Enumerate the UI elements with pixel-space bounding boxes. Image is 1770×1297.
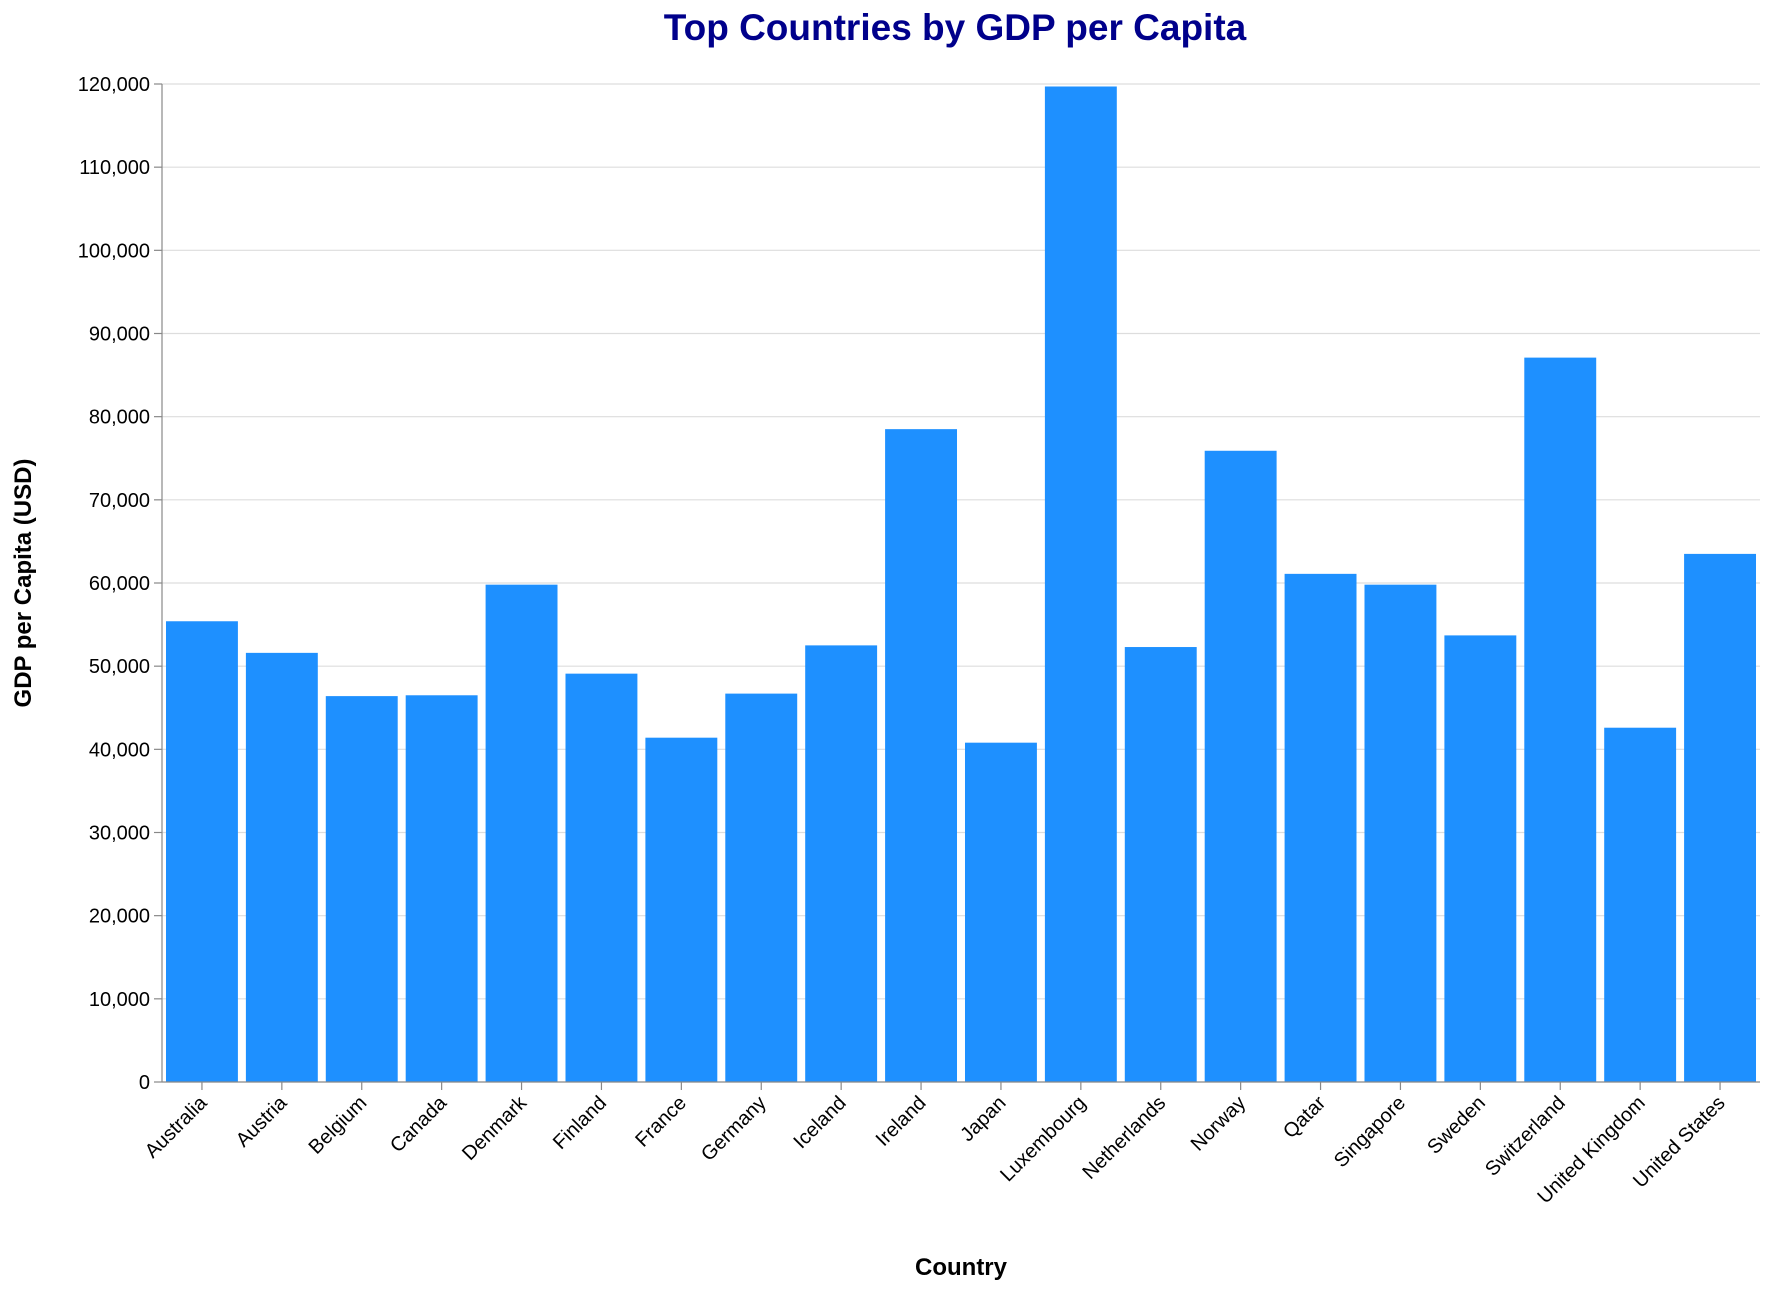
bar-norway (1204, 450, 1277, 1082)
y-tick-label: 50,000 (89, 656, 150, 678)
y-tick-label: 10,000 (89, 989, 150, 1011)
x-tick-label: Singapore (1330, 1092, 1410, 1172)
bar-japan (964, 742, 1037, 1082)
y-tick-label: 30,000 (89, 823, 150, 845)
bar-france (645, 737, 718, 1082)
bar-austria (245, 652, 318, 1082)
y-tick-label: 90,000 (89, 324, 150, 346)
x-tick-label: Denmark (458, 1091, 532, 1165)
bar-australia (165, 621, 238, 1082)
y-tick-label: 110,000 (79, 157, 150, 179)
gridlines (162, 83, 1760, 1000)
bar-singapore (1364, 584, 1437, 1082)
x-tick-label: Belgium (305, 1092, 372, 1159)
x-tick-label: Qatar (1279, 1092, 1330, 1143)
bar-germany (725, 693, 798, 1082)
y-tick-label: 100,000 (78, 240, 150, 262)
x-tick-label: Germany (697, 1092, 771, 1166)
x-tick-label: Switzerland (1481, 1092, 1570, 1181)
x-tick-label: Luxembourg (996, 1092, 1090, 1186)
y-tick-label: 60,000 (89, 573, 150, 595)
y-tick-label: 40,000 (89, 739, 150, 761)
bar-sweden (1444, 635, 1517, 1082)
x-tick-label: Iceland (790, 1092, 851, 1153)
x-tick-label: Norway (1187, 1092, 1250, 1155)
x-tick-label: Canada (386, 1091, 452, 1157)
bar-qatar (1284, 573, 1357, 1082)
x-axis-title: Country (915, 1254, 1008, 1281)
y-tick-label: 20,000 (89, 906, 150, 928)
x-tick-label: Ireland (872, 1092, 931, 1151)
y-tick-label: 80,000 (89, 407, 150, 429)
y-tick-label: 120,000 (78, 74, 150, 96)
bar-netherlands (1124, 647, 1197, 1082)
x-tick-label: Japan (956, 1092, 1010, 1146)
bar-luxembourg (1044, 86, 1117, 1083)
bar-switzerland (1524, 357, 1597, 1082)
x-tick-label: Netherlands (1078, 1092, 1170, 1184)
bar-united-kingdom (1604, 727, 1677, 1082)
bar-ireland (885, 429, 958, 1082)
y-tick-label: 70,000 (89, 490, 150, 512)
x-tick-label: Australia (141, 1091, 212, 1162)
x-tick-label: Finland (549, 1092, 611, 1154)
bar-finland (565, 673, 638, 1082)
bar-canada (405, 695, 478, 1082)
bar-united-states (1684, 553, 1757, 1082)
x-tick-label: Austria (232, 1091, 292, 1151)
bar-belgium (325, 696, 398, 1082)
bar-iceland (805, 645, 878, 1082)
y-tick-label: 0 (139, 1072, 150, 1094)
x-tick-label: France (631, 1092, 691, 1152)
x-tick-label: Sweden (1423, 1092, 1490, 1159)
bars (165, 86, 1757, 1083)
bar-denmark (485, 584, 558, 1082)
y-axis-title: GDP per Capita (USD) (10, 459, 37, 708)
chart-title: Top Countries by GDP per Capita (664, 7, 1247, 48)
